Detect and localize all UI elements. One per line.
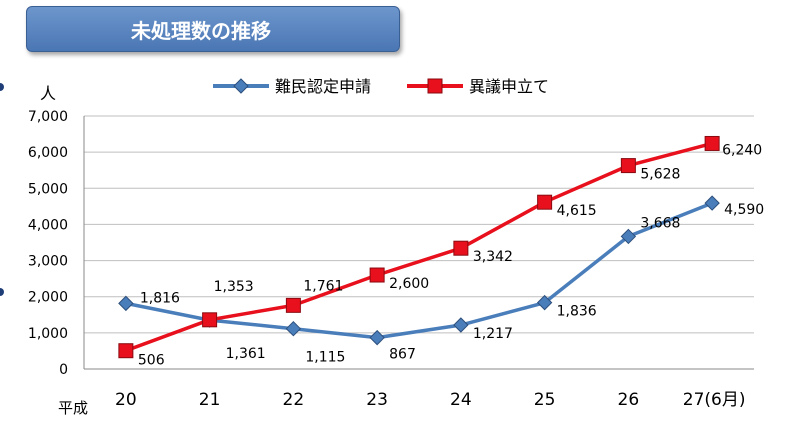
x-tick-label: 24: [450, 390, 472, 410]
side-dot: [0, 288, 4, 296]
data-point: [453, 240, 469, 256]
data-label: 1,217: [473, 326, 513, 342]
x-axis-prefix: 平成: [58, 399, 88, 417]
data-point: [704, 195, 720, 211]
data-point: [118, 343, 134, 359]
data-point: [285, 320, 302, 337]
chart-title-banner: 未処理数の推移: [26, 6, 400, 52]
data-point: [704, 135, 720, 151]
y-tick-label: 1,000: [28, 326, 68, 342]
data-label: 3,342: [473, 249, 513, 265]
data-label: 867: [389, 347, 416, 363]
y-tick-label: 7,000: [28, 109, 68, 125]
data-label: 1,115: [305, 350, 345, 366]
data-label: 4,615: [557, 203, 597, 219]
data-point: [453, 317, 469, 333]
x-tick-label: 21: [199, 390, 221, 410]
y-axis-label: 人: [40, 84, 56, 103]
y-tick-label: 0: [59, 362, 68, 378]
x-tick-label: 23: [366, 390, 388, 410]
legend-label: 難民認定申請: [275, 77, 371, 96]
y-tick-label: 6,000: [28, 145, 68, 161]
data-label: 5,628: [640, 167, 680, 183]
data-point: [537, 194, 553, 210]
y-tick-label: 5,000: [28, 181, 68, 197]
data-point: [118, 295, 134, 312]
side-dot: [0, 83, 4, 91]
data-point: [202, 312, 218, 328]
series-line: [125, 141, 713, 353]
x-tick-label: 22: [283, 390, 305, 410]
data-point: [369, 267, 385, 283]
x-tick-label: 27(6月): [683, 390, 746, 410]
data-point: [369, 329, 385, 346]
data-label: 1,761: [303, 278, 343, 294]
data-label: 1,836: [557, 304, 597, 320]
y-tick-label: 2,000: [28, 290, 68, 306]
x-tick-label: 26: [618, 390, 640, 410]
data-point: [620, 228, 637, 245]
data-point: [285, 297, 301, 313]
chart-title: 未処理数の推移: [131, 18, 271, 43]
data-label: 4,590: [724, 202, 764, 218]
x-tick-label: 20: [115, 390, 137, 410]
legend-label: 異議申立て: [469, 77, 549, 96]
data-label: 1,353: [214, 279, 254, 295]
legend-marker: [427, 78, 443, 94]
data-label: 506: [138, 353, 165, 369]
data-point: [620, 158, 636, 174]
y-tick-label: 4,000: [28, 217, 68, 233]
legend-marker: [233, 78, 249, 94]
x-tick-label: 25: [534, 390, 556, 410]
data-label: 1,816: [140, 290, 180, 306]
data-label: 3,668: [640, 215, 680, 231]
y-tick-label: 3,000: [28, 254, 68, 270]
data-point: [536, 294, 553, 311]
data-label: 6,240: [722, 142, 762, 158]
data-label: 2,600: [389, 276, 429, 292]
data-label: 1,361: [226, 346, 266, 362]
series-line: [125, 201, 713, 340]
